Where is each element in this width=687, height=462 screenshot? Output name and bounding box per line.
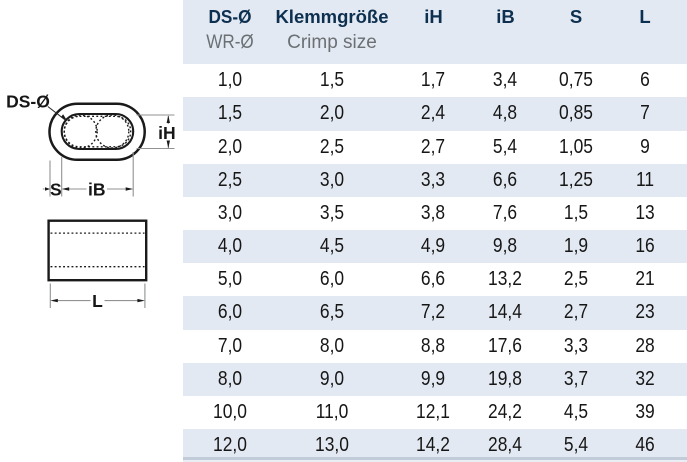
svg-text:iH: iH [158,123,176,143]
svg-text:iB: iB [88,179,106,199]
svg-text:S: S [50,179,62,199]
svg-text:DS-Ø: DS-Ø [6,92,50,112]
svg-text:L: L [92,291,103,311]
